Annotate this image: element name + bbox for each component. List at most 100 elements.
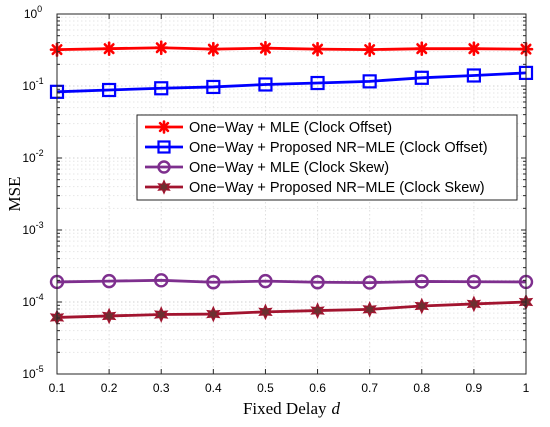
- series-point: [466, 274, 482, 289]
- series-point-marker: [310, 75, 325, 91]
- series-point: [414, 70, 429, 85]
- series-point: [206, 275, 221, 290]
- x-tick-label: 0.3: [153, 381, 170, 395]
- series-point: [154, 81, 169, 96]
- series-point-marker: [466, 68, 481, 83]
- series-line: [56, 71, 527, 94]
- series-point-marker: [258, 77, 273, 92]
- series-point-marker: [466, 295, 482, 313]
- series-point-marker: [153, 40, 169, 56]
- series-point: [102, 82, 117, 98]
- y-tick-base: 10: [22, 151, 36, 165]
- y-tick-label: 10-4: [22, 292, 43, 309]
- legend-swatch-marker: [157, 179, 171, 195]
- series-point: [310, 302, 325, 319]
- legend-item-2: One−Way + Proposed NR−MLE (Clock Offset): [145, 140, 488, 156]
- x-tick-label: 0.4: [205, 381, 222, 395]
- series-point: [466, 68, 481, 83]
- series-point-stroke: [207, 43, 219, 55]
- series-point-stroke: [468, 43, 480, 55]
- series-4: [49, 293, 534, 326]
- x-tick-label: 0.9: [466, 381, 483, 395]
- legend: One−Way + MLE (Clock Offset) One−Way + Pr…: [136, 114, 518, 201]
- series-point: [310, 75, 325, 91]
- series-point-marker: [258, 303, 273, 321]
- series-point-marker: [206, 79, 221, 95]
- series-point-marker: [414, 274, 429, 289]
- y-tick-base: 10: [22, 295, 36, 309]
- series-line: [56, 278, 527, 285]
- series-point-marker: [101, 41, 117, 56]
- legend-label: One−Way + MLE (Clock Skew): [189, 160, 389, 176]
- series-point-stroke: [312, 43, 324, 55]
- x-tick-label: 0.2: [101, 381, 118, 395]
- x-tick-label: 0.1: [49, 381, 66, 395]
- series-point-marker: [154, 81, 169, 96]
- series-point-marker: [362, 275, 377, 290]
- y-tick-base: 10: [24, 7, 38, 21]
- series-point-marker: [414, 41, 430, 56]
- series-line: [56, 46, 527, 52]
- series-point: [153, 306, 169, 323]
- series-point-marker: [101, 273, 117, 289]
- series-point-marker: [101, 307, 117, 325]
- legend-item-1: One−Way + MLE (Clock Offset): [145, 120, 392, 136]
- series-point: [258, 273, 273, 289]
- series-point: [157, 140, 171, 154]
- y-tick-exponent: -1: [36, 76, 44, 86]
- series-point: [154, 273, 169, 288]
- x-tick-label: 0.7: [361, 381, 378, 395]
- series-point: [258, 77, 273, 92]
- series-line: [56, 300, 527, 319]
- series-point-marker: [102, 82, 117, 98]
- series-point: [466, 295, 482, 313]
- plot-frame: [56, 13, 527, 375]
- y-tick-exponent: -4: [36, 292, 44, 302]
- series-point-stroke: [103, 43, 115, 55]
- y-tick-base: 10: [22, 79, 36, 93]
- y-tick-label: 10-5: [22, 364, 43, 381]
- x-axis-label-text: Fixed Delay: [243, 399, 327, 418]
- y-tick-base: 10: [22, 223, 36, 237]
- series-point-stroke: [416, 43, 428, 55]
- y-tick-exponent: -3: [36, 220, 44, 230]
- y-tick-exponent: -5: [36, 364, 44, 374]
- series-point: [206, 305, 221, 323]
- series-point: [362, 74, 377, 89]
- y-tick-label: 10-1: [22, 76, 43, 93]
- series-point-marker: [258, 40, 273, 56]
- y-tick-label: 100: [24, 4, 42, 21]
- series-point-stroke: [155, 42, 167, 54]
- series-point-marker: [310, 41, 325, 57]
- series-point-marker: [153, 306, 169, 323]
- x-tick-label: 0.5: [257, 381, 274, 395]
- series-point-marker: [362, 301, 377, 318]
- series-point-marker: [258, 273, 273, 289]
- series-point-marker: [362, 42, 377, 57]
- series-point: [206, 79, 221, 95]
- legend-label: One−Way + Proposed NR−MLE (Clock Offset): [189, 140, 488, 156]
- y-tick-label: 10-3: [22, 220, 43, 237]
- ticks: 0.1 0.2 0.3 0.4 0.5 0.6 0.7 0.8 0.9 110010-110-21…: [22, 4, 529, 395]
- series-point-marker: [466, 274, 482, 289]
- series-point-marker: [310, 275, 325, 290]
- series-point-marker: [414, 297, 430, 315]
- legend-box: [136, 114, 518, 201]
- x-tick-label: 0.6: [309, 381, 326, 395]
- y-tick-exponent: -2: [36, 148, 44, 158]
- legend-item-3: One−Way + MLE (Clock Skew): [145, 160, 389, 176]
- y-axis-label: MSE: [5, 177, 24, 212]
- x-axis-label: Fixed Delay d: [243, 399, 341, 418]
- series-point-stroke: [364, 44, 376, 56]
- series-point: [362, 275, 377, 290]
- series-point: [414, 274, 429, 289]
- series-point: [258, 303, 273, 321]
- series-point-marker: [154, 273, 169, 288]
- series-point-marker: [362, 74, 377, 89]
- series-point-marker: [206, 305, 221, 323]
- legend-swatch-marker: [157, 160, 171, 174]
- x-axis-label-variable: d: [332, 399, 341, 418]
